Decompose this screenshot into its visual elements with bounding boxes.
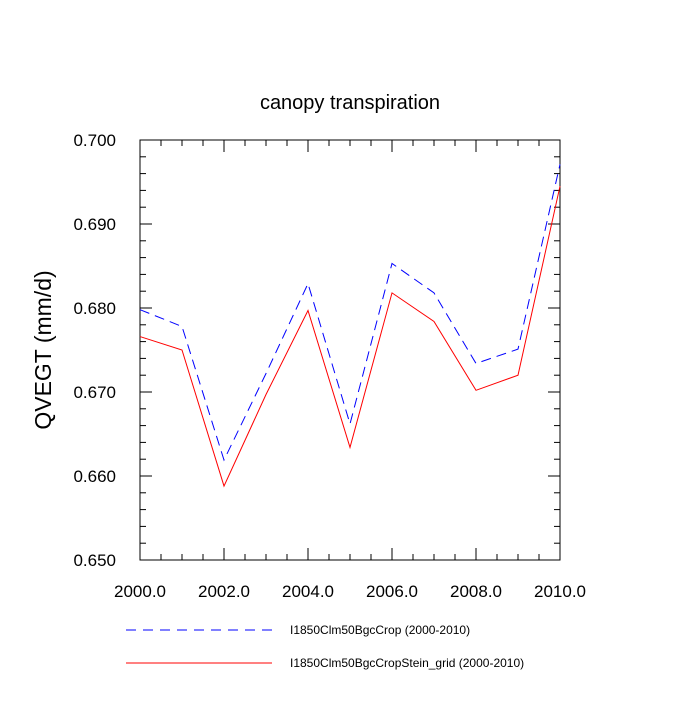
y-tick-label: 0.670	[73, 383, 116, 402]
series-line-1	[139, 164, 561, 462]
y-tick-label: 0.700	[73, 131, 116, 150]
x-tick-label: 2010.0	[534, 582, 586, 601]
x-tick-label: 2000.0	[114, 582, 166, 601]
legend: I1850Clm50BgcCrop (2000-2010) I1850Clm50B…	[126, 623, 524, 670]
y-tick-label: 0.650	[73, 551, 116, 570]
x-tick-label: 2002.0	[198, 582, 250, 601]
series-layer	[139, 164, 561, 488]
x-tick-label: 2008.0	[450, 582, 502, 601]
axis-ticks: 2000.0 2002.0 2004.0 2006.0 2008.0 2010.0 0.65…	[73, 131, 586, 601]
legend-label-1: I1850Clm50BgcCrop (2000-2010)	[290, 623, 470, 637]
x-tick-label: 2006.0	[366, 582, 418, 601]
y-axis-label: QVEGT (mm/d)	[30, 270, 56, 429]
y-tick-label: 0.680	[73, 299, 116, 318]
series-line-2	[139, 186, 561, 488]
y-tick-label: 0.660	[73, 467, 116, 486]
y-tick-label: 0.690	[73, 215, 116, 234]
chart-title: canopy transpiration	[260, 92, 440, 114]
x-tick-label: 2004.0	[282, 582, 334, 601]
plot-frame	[139, 139, 561, 561]
legend-label-2: I1850Clm50BgcCropStein_grid (2000-2010)	[290, 656, 524, 670]
